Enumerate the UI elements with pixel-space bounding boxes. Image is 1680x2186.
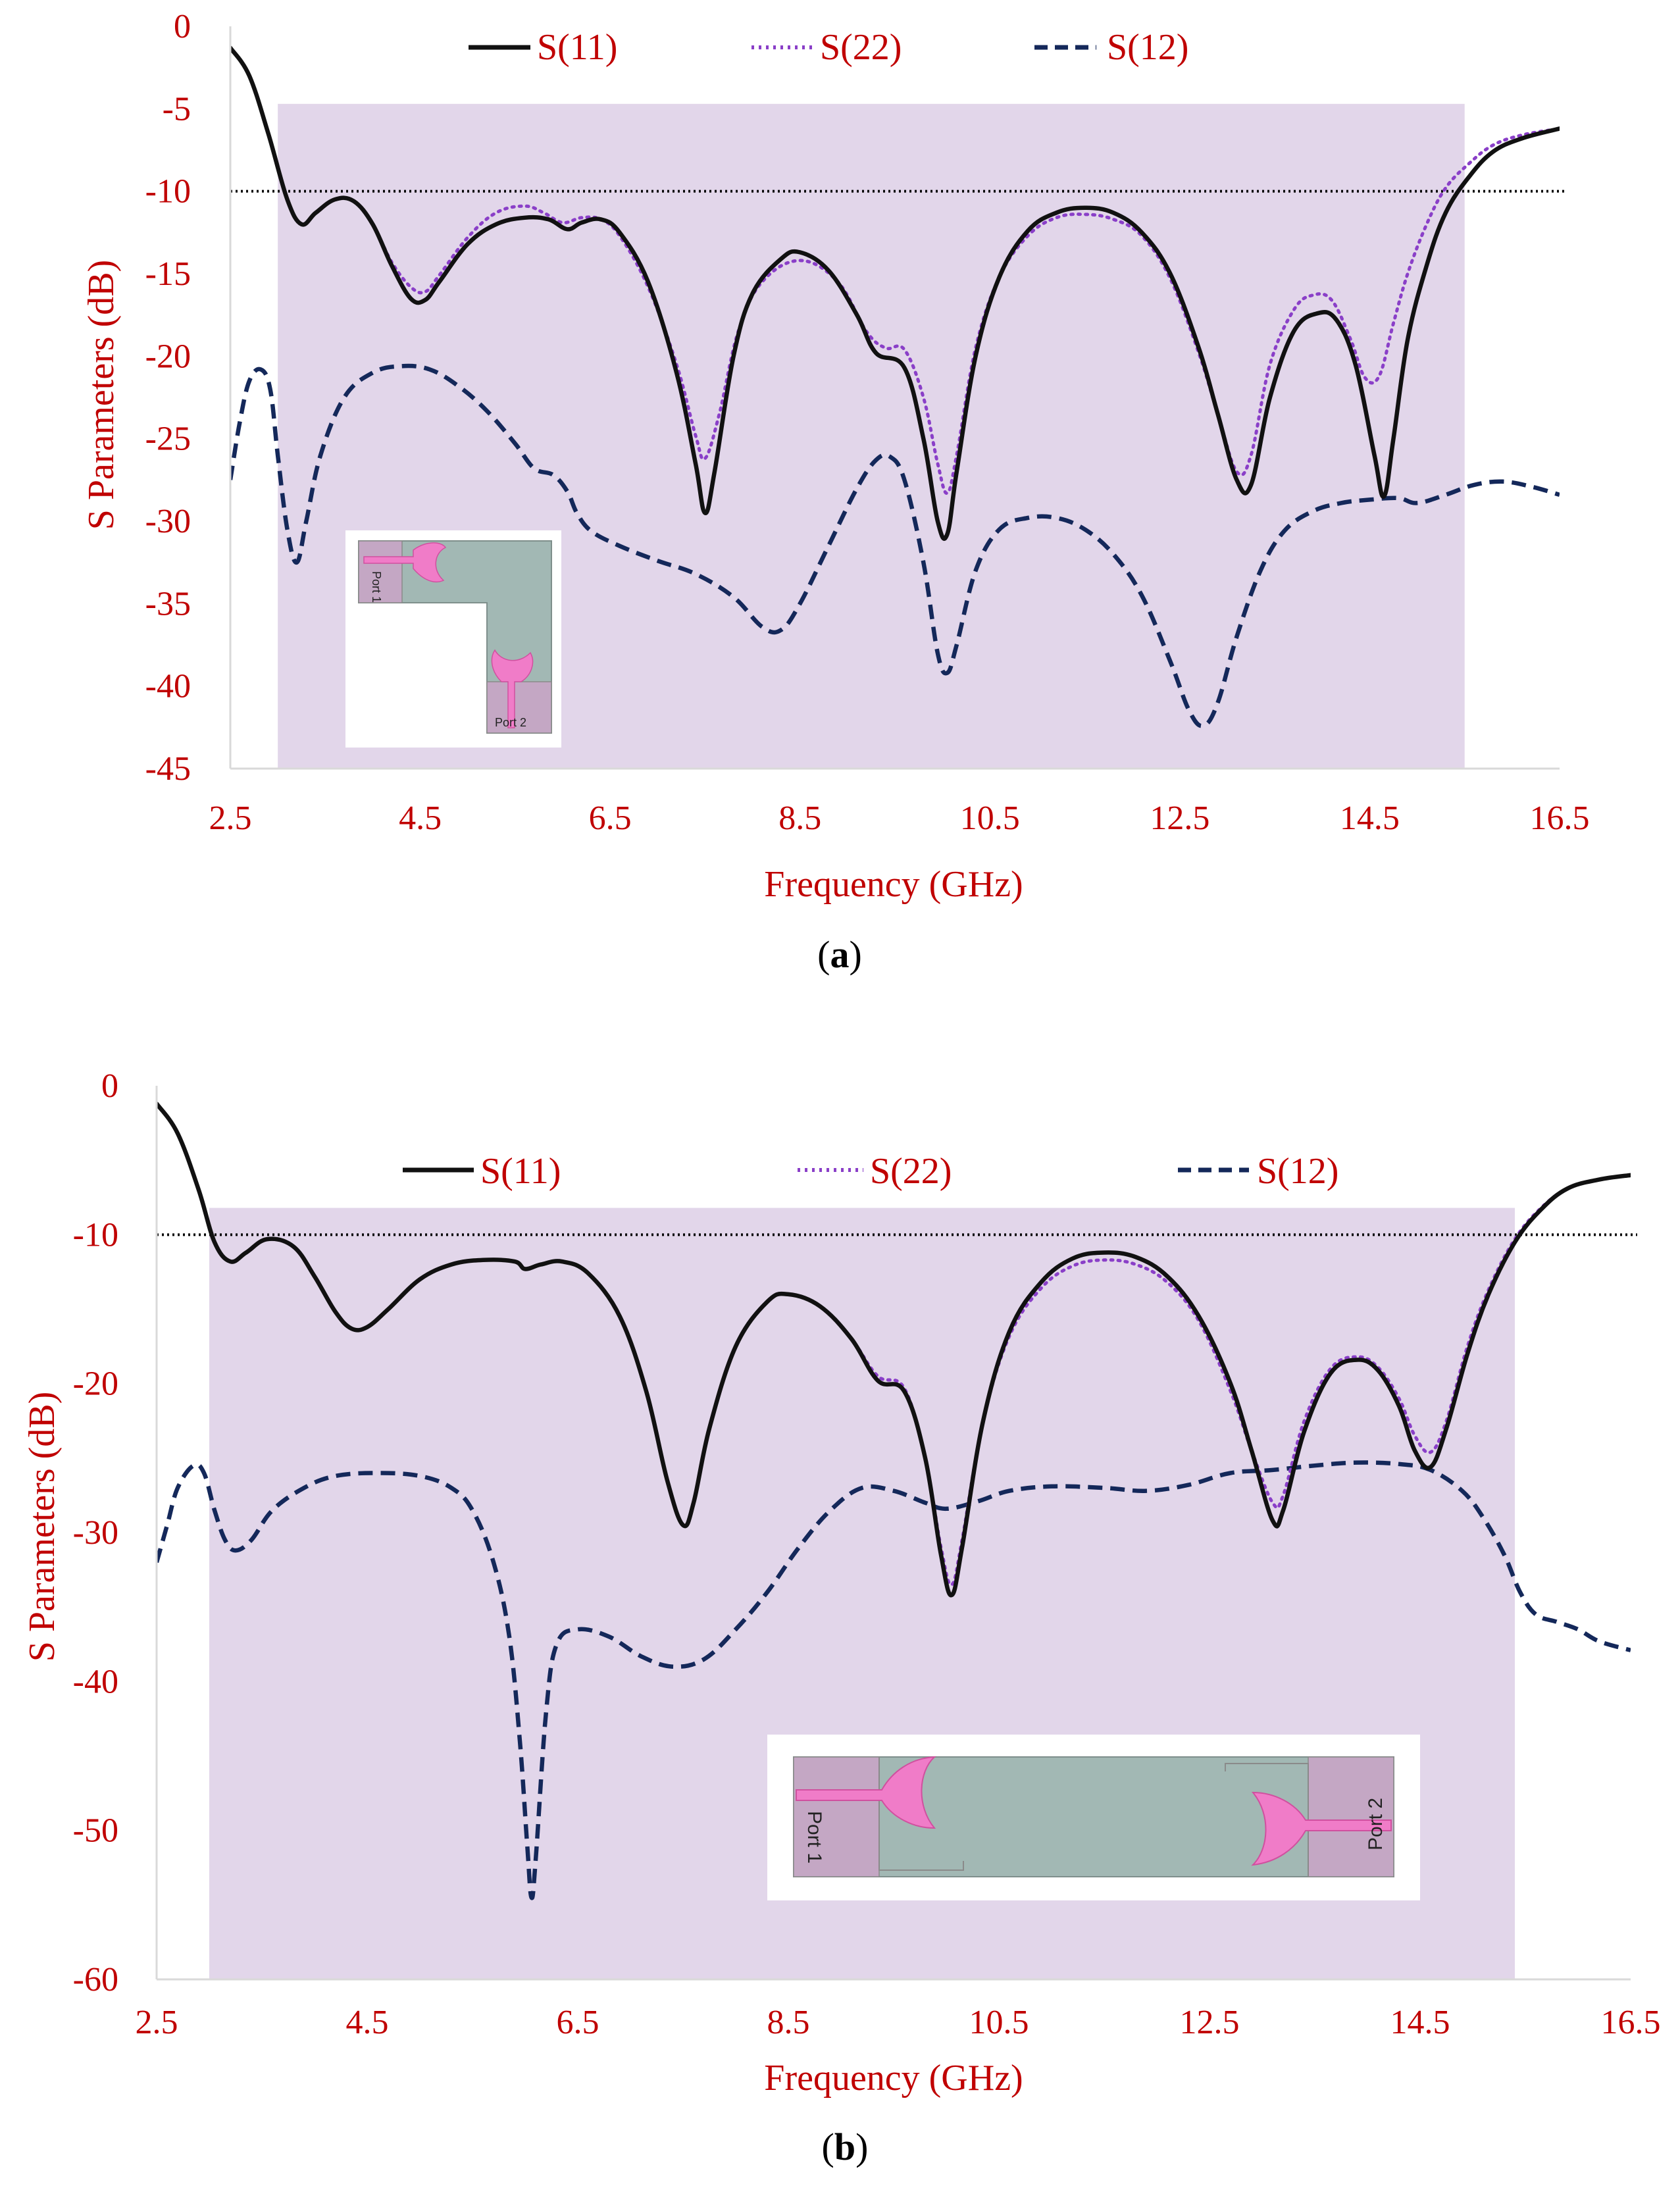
panel-a-legend: S(11) S(22) S(12)	[469, 27, 1188, 68]
panel-a-series-s12-line	[230, 363, 1560, 728]
panel-a-legend-s12-label: S(12)	[1107, 27, 1188, 68]
panel-a-x-tick-label: 14.5	[1340, 800, 1400, 837]
panel-b-inset-port2-label: Port 2	[1365, 1798, 1387, 1850]
panel-b-x-tick-label: 10.5	[969, 2004, 1029, 2041]
panel-a-y-tick-label: -15	[145, 255, 191, 293]
panel-a-inset-patch-port1	[363, 542, 447, 582]
panel-b-legend-s12-label: S(12)	[1257, 1151, 1338, 1192]
panel-b-y-tick-label: -50	[73, 1812, 118, 1850]
panel-b-x-tick-label: 16.5	[1601, 2004, 1661, 2041]
panel-a-inset-port2-label: Port 2	[495, 716, 526, 729]
panel-b-inset-ground-outline-1	[878, 1757, 964, 1871]
panel-b-chart: Port 1 Port 2 0 -10 -20 -30 -40 -50 -60 2.5 4.5…	[22, 1067, 1661, 2168]
panel-b-inset-patch-port2	[1251, 1791, 1392, 1866]
panel-b-x-tick-label: 6.5	[557, 2004, 599, 2041]
panel-b-caption-label: (b)	[822, 2125, 869, 2168]
panel-a-series-s22-line	[230, 46, 1560, 495]
panel-a-y-tick-label: -25	[145, 420, 191, 458]
panel-b-x-tick-label: 12.5	[1180, 2004, 1240, 2041]
panel-a-y-tick-label: -35	[145, 585, 191, 623]
panel-b-y-tick-label: 0	[101, 1067, 118, 1105]
panel-a-series-s11-line	[230, 45, 1560, 541]
panel-a-x-tick-label: 12.5	[1150, 800, 1209, 837]
panel-b-inset-ground-port2	[1308, 1756, 1394, 1877]
panel-a-caption-label: (a)	[817, 933, 862, 976]
panel-b-legend-s11-label: S(11)	[480, 1151, 561, 1192]
panel-a-x-tick-label: 6.5	[589, 800, 632, 837]
panel-b-x-tick-label: 8.5	[767, 2004, 810, 2041]
panel-b-x-tick-label: 4.5	[346, 2004, 389, 2041]
panel-b-y-tick-label: -20	[73, 1365, 118, 1403]
panel-a-inset-port1-label: Port 1	[370, 571, 383, 603]
panel-a-y-tick-label: -10	[145, 173, 191, 211]
panel-a-y-tick-label: -45	[145, 750, 191, 788]
panel-b-inset-port1-label: Port 1	[803, 1811, 825, 1864]
panel-b-y-axis-title: S Parameters (dB)	[22, 1392, 63, 1662]
panel-a-inset-ground-port2	[486, 681, 552, 734]
panel-a-legend-s22-label: S(22)	[820, 27, 902, 68]
panel-b-y-tick-label: -60	[73, 1961, 118, 1998]
panel-a-x-tick-label: 2.5	[209, 800, 252, 837]
panel-b-legend: S(11) S(22) S(12)	[403, 1151, 1338, 1192]
panel-a-chart: 0 -5 -10 -15 -20 -25 -30 -35 -40 -45 2.5 4.5 6.5 8.5…	[81, 8, 1590, 976]
panel-a-y-tick-label: -20	[145, 338, 191, 375]
panel-a-y-axis-title: S Parameters (dB)	[81, 260, 122, 530]
panel-a-y-tick-label: -40	[145, 668, 191, 705]
panel-a-x-tick-label: 4.5	[399, 800, 442, 837]
panel-b-y-tick-label: -10	[73, 1216, 118, 1254]
panel-a-legend-s11-label: S(11)	[537, 27, 617, 68]
panel-a-y-tick-label: -30	[145, 503, 191, 540]
panel-b-x-tick-label: 14.5	[1390, 2004, 1450, 2041]
panel-b-x-tick-label: 2.5	[136, 2004, 178, 2041]
panel-a-y-tick-label: -5	[163, 90, 191, 128]
panel-a-inset-patch-port2	[491, 649, 534, 728]
panel-a-x-tick-label: 8.5	[778, 800, 821, 837]
panel-b-antenna-inset: Port 1 Port 2	[767, 1735, 1420, 1900]
panel-a-x-tick-label: 10.5	[960, 800, 1020, 837]
panel-a-inset-ground-port1	[358, 540, 403, 603]
panel-b-y-tick-label: -40	[73, 1663, 118, 1700]
panel-a-y-tick-label: 0	[174, 8, 191, 45]
panel-a-x-axis-title: Frequency (GHz)	[764, 864, 1023, 905]
panel-a-x-tick-label: 16.5	[1530, 800, 1590, 837]
panel-b-x-axis-title: Frequency (GHz)	[764, 2058, 1023, 2098]
panel-b-series-s11-line	[157, 1101, 1631, 1598]
panel-a-antenna-inset: Port 1 Port 2	[345, 530, 561, 748]
panel-b-legend-s22-label: S(22)	[870, 1151, 952, 1192]
panel-b-inset-patch-port1	[796, 1756, 936, 1829]
panel-b-y-tick-label: -30	[73, 1514, 118, 1552]
panel-b-inset-ground-port1	[793, 1756, 880, 1877]
